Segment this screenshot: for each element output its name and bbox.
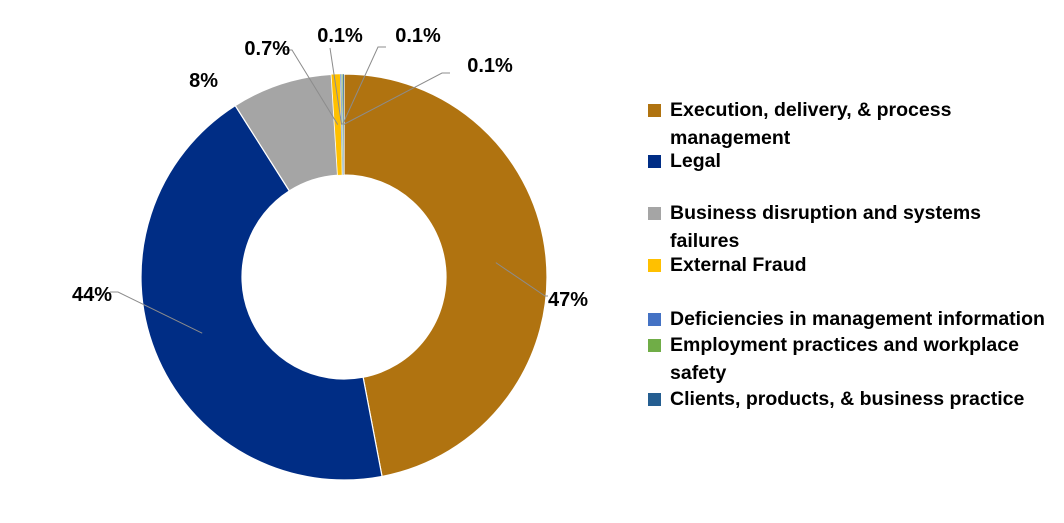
- slice-execution-delivery-process-management: [343, 73, 548, 478]
- legend-item-deficiencies: Deficiencies in management information: [648, 305, 1048, 333]
- legend-swatch: [648, 339, 661, 352]
- data-label-execution-delivery-process-management: 47%: [548, 289, 588, 311]
- leader-line: [495, 262, 548, 297]
- data-label-business-disruption-and-systems-failures: 8%: [189, 70, 218, 92]
- legend-label: Employment practices and workplace safet…: [670, 334, 1019, 384]
- legend-swatch: [648, 393, 661, 406]
- legend-item-clients: Clients, products, & business practice: [648, 385, 1048, 413]
- leader-line: [329, 47, 343, 125]
- slice-legal: [140, 104, 383, 481]
- legend-label: Legal: [670, 150, 721, 172]
- legend-swatch: [648, 104, 661, 117]
- legend-swatch: [648, 155, 661, 168]
- data-label-clients-products-business-practice: 0.1%: [467, 55, 513, 77]
- legend-item-external-fraud: External Fraud: [648, 251, 1048, 279]
- legend-item-execution: Execution, delivery, & process managemen…: [648, 96, 1048, 152]
- legend-swatch: [648, 207, 661, 220]
- legend-item-legal: Legal: [648, 147, 1048, 175]
- legend-label: External Fraud: [670, 254, 807, 276]
- legend: Execution, delivery, & process managemen…: [648, 96, 1048, 413]
- legend-label: Deficiencies in management information: [670, 308, 1045, 330]
- data-label-employment-practices-and-workplace-safety: 0.1%: [395, 25, 441, 47]
- legend-swatch: [648, 259, 661, 272]
- data-label-legal: 44%: [72, 284, 112, 306]
- legend-label: Execution, delivery, & process managemen…: [670, 99, 952, 149]
- donut-chart: 47% 44% 8% 0.7% 0.1% 0.1% 0.1%: [72, 25, 588, 481]
- leader-line: [110, 291, 203, 334]
- legend-item-business-disruption: Business disruption and systems failures: [648, 199, 1048, 255]
- leader-line: [282, 49, 339, 125]
- legend-swatch: [648, 313, 661, 326]
- legend-item-employment: Employment practices and workplace safet…: [648, 331, 1048, 387]
- legend-label: Business disruption and systems failures: [670, 202, 982, 252]
- legend-label: Clients, products, & business practice: [670, 388, 1025, 410]
- data-label-deficiencies-in-management-information: 0.1%: [317, 25, 363, 47]
- leader-line: [343, 72, 450, 125]
- slice-clients-products-business-practice: [342, 73, 345, 176]
- data-label-external-fraud: 0.7%: [244, 38, 290, 60]
- leader-line: [342, 46, 386, 125]
